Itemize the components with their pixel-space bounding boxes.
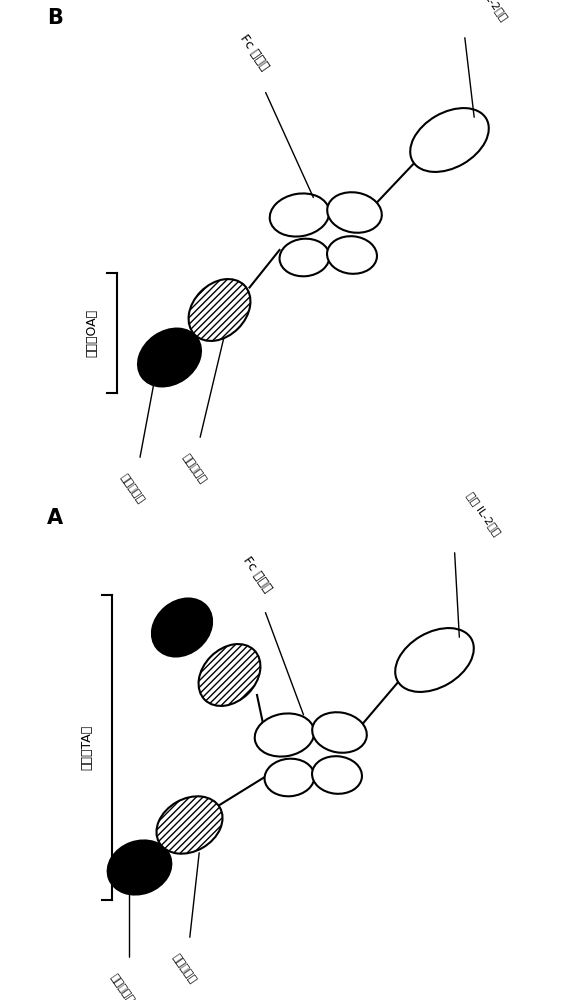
Text: 双臂（TA）: 双臂（TA） [80,725,93,770]
Text: 可变结构域: 可变结构域 [118,473,145,505]
Text: B: B [47,7,63,27]
Ellipse shape [199,644,261,706]
Ellipse shape [280,239,329,276]
Ellipse shape [152,599,212,656]
Text: 单臂（OA）: 单臂（OA） [86,308,98,357]
Ellipse shape [327,236,377,274]
Ellipse shape [108,840,171,895]
Ellipse shape [410,108,489,172]
Text: Fc 结构域: Fc 结构域 [240,554,274,595]
Text: 可变结构域: 可变结构域 [108,972,135,1000]
Text: Fc 结构域: Fc 结构域 [237,32,272,73]
Text: 变变 IL-2多肽: 变变 IL-2多肽 [464,490,501,538]
Ellipse shape [189,279,251,341]
Ellipse shape [156,796,222,854]
Ellipse shape [312,712,367,753]
Ellipse shape [312,756,362,794]
Ellipse shape [327,192,382,233]
Text: 恒定结构域: 恒定结构域 [181,452,208,485]
Ellipse shape [255,713,314,757]
Ellipse shape [270,193,329,237]
Ellipse shape [138,329,201,386]
Ellipse shape [265,759,314,796]
Text: 恒定结构域: 恒定结构域 [171,952,198,985]
Text: 变变 IL-2多肽: 变变 IL-2多肽 [472,0,509,22]
Ellipse shape [395,628,474,692]
Text: A: A [47,508,63,528]
